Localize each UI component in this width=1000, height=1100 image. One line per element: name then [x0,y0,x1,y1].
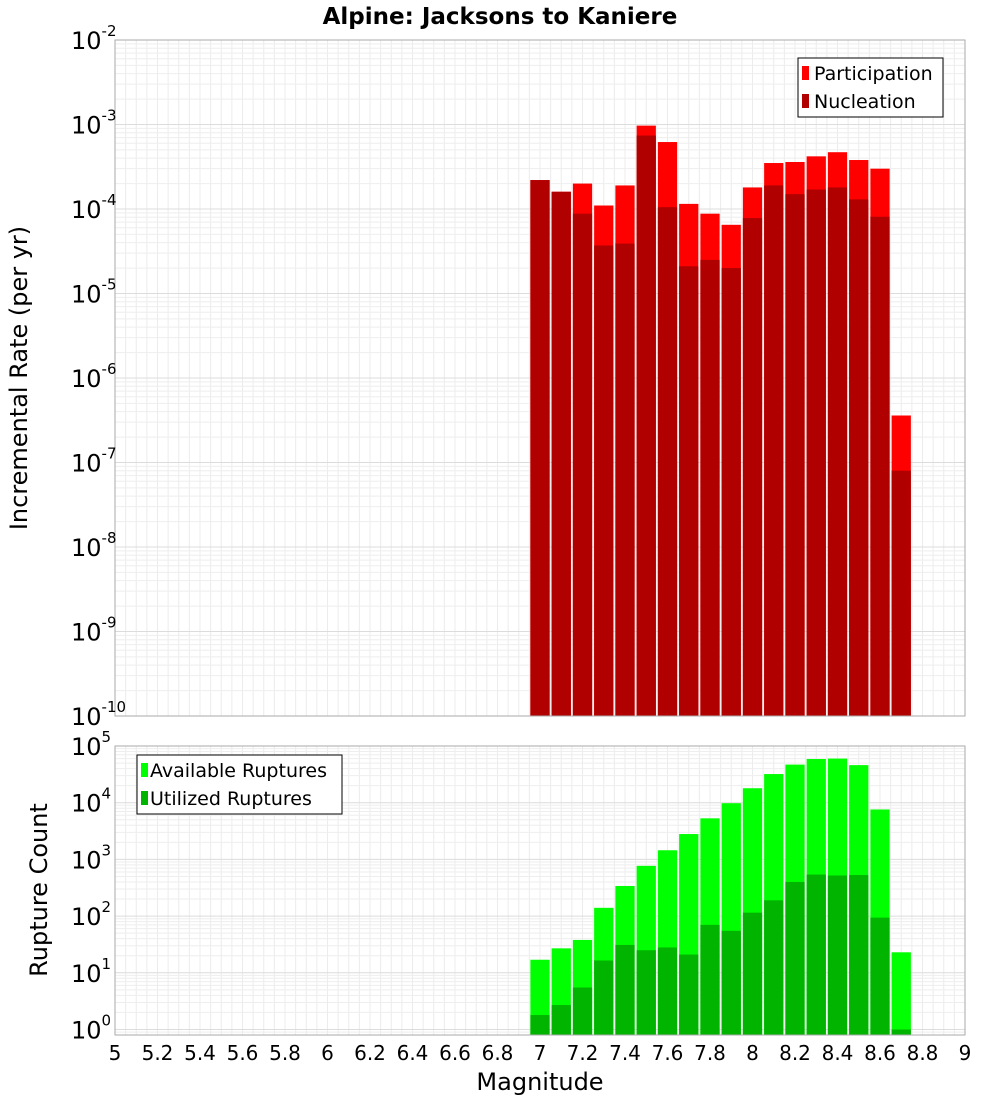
bottom-legend: Available Ruptures Utilized Ruptures [136,754,343,815]
bar-utilized-ruptures-7 [530,1015,550,1035]
legend-label-nucleation: Nucleation [814,91,916,113]
y-tick-label: 10-10 [71,698,126,731]
x-tick-label: 6.8 [482,1041,514,1065]
x-tick-label: 7.6 [652,1041,684,1065]
legend-swatch-utilized-ruptures [141,791,148,805]
bottom-y-axis-label: Rupture Count [25,803,53,977]
x-tick-label: 9 [959,1041,972,1065]
legend-swatch-nucleation [802,94,809,108]
x-tick-label: 8.8 [907,1041,939,1065]
x-tick-label: 6.4 [397,1041,429,1065]
bar-nucleation-7-2 [572,213,593,716]
y-tick-label: 100 [71,1012,111,1045]
bar-nucleation-8 [742,218,763,716]
y-tick-label: 10-3 [71,107,117,140]
x-tick-label: 5.2 [142,1041,174,1065]
top-y-axis-label: Incremental Rate (per yr) [5,226,33,530]
bar-nucleation-7-3 [594,245,614,717]
bar-utilized-ruptures-8-1 [764,900,784,1035]
x-tick-label: 8.2 [779,1041,811,1065]
bar-utilized-ruptures-7-2 [572,987,593,1035]
bar-nucleation-8-3 [806,189,826,716]
bar-nucleation-8-4 [827,187,848,717]
top-plot-frame [114,39,966,717]
y-tick-label: 104 [71,785,111,818]
bar-utilized-ruptures-7-7 [679,954,699,1035]
bar-utilized-ruptures-7-5 [636,950,656,1035]
bar-utilized-ruptures-7-1 [551,1005,571,1035]
bar-utilized-ruptures-7-3 [594,960,614,1035]
legend-label-participation: Participation [814,63,933,85]
y-tick-label: 10-7 [71,445,117,478]
y-tick-label: 102 [71,898,111,931]
bar-utilized-ruptures-8-7 [891,1029,911,1035]
bottom-legend-box [136,754,343,815]
x-tick-label: 7.2 [567,1041,599,1065]
bar-nucleation-7-4 [615,243,635,716]
bar-utilized-ruptures-7-9 [721,930,741,1035]
x-tick-label: 7.8 [694,1041,726,1065]
x-tick-label: 7 [534,1041,547,1065]
bar-utilized-ruptures-8-6 [870,917,890,1035]
top-plot-bars [530,125,911,717]
x-tick-label: 5 [109,1041,122,1065]
y-tick-label: 10-5 [71,276,117,309]
x-axis-label: Magnitude [476,1068,603,1096]
x-tick-label: 6 [321,1041,334,1065]
bottom-plot-bars [530,758,911,1035]
bar-utilized-ruptures-7-6 [657,947,678,1035]
bar-nucleation-8-1 [764,185,784,717]
bar-nucleation-7-9 [721,268,741,716]
x-tick-label: 8.4 [822,1041,854,1065]
y-tick-label: 10-9 [71,614,117,647]
bar-nucleation-7-6 [657,207,678,716]
chart-title: Alpine: Jacksons to Kaniere [323,4,678,30]
y-tick-label: 10-6 [71,360,117,393]
bar-utilized-ruptures-8 [742,912,763,1035]
x-tick-label: 7.4 [609,1041,641,1065]
x-tick-label: 5.8 [269,1041,301,1065]
bar-utilized-ruptures-8-4 [827,875,848,1035]
legend-swatch-participation [802,66,809,80]
x-axis-ticks: 5 5.2 5.4 5.6 5.8 6 6.2 6.4 6.6 6.8 7 7.2 7.4 7.6 7.8 8… [109,1041,972,1065]
y-tick-label: 10-8 [71,529,117,562]
top-plot: 10-10 10-9 10-8 10-7 10-6 10-5 10-4 10-3 10-2 In… [5,22,966,731]
bar-nucleation-7-8 [700,259,720,716]
bar-nucleation-8-7 [891,470,911,716]
bar-utilized-ruptures-8-2 [785,881,805,1035]
x-tick-label: 8 [746,1041,759,1065]
bar-utilized-ruptures-7-4 [615,944,635,1035]
bar-nucleation-7-5 [636,135,656,716]
top-legend: Participation Nucleation [797,57,944,118]
bottom-plot: 100 101 102 103 104 105 5 5.2 5.4 5.6 5.8 6 6.2 6.4 6… [25,728,971,1096]
x-tick-label: 6.6 [439,1041,471,1065]
bottom-plot-frame [114,745,966,1036]
x-tick-label: 8.6 [864,1041,896,1065]
y-tick-label: 10-2 [71,22,117,55]
bar-nucleation-7-7 [679,266,699,716]
x-tick-label: 5.6 [227,1041,259,1065]
x-tick-label: 5.4 [184,1041,216,1065]
bar-nucleation-8-2 [785,194,805,716]
legend-label-utilized-ruptures: Utilized Ruptures [150,788,312,810]
top-legend-box [797,57,944,118]
bar-nucleation-7 [530,180,550,716]
bar-nucleation-7-1 [551,191,571,717]
bar-nucleation-8-5 [849,199,869,717]
bottom-plot-y-ticks: 100 101 102 103 104 105 [71,728,111,1045]
legend-label-available-ruptures: Available Ruptures [150,760,327,782]
bar-utilized-ruptures-8-5 [849,875,869,1035]
x-tick-label: 6.2 [354,1041,386,1065]
legend-swatch-available-ruptures [141,763,148,777]
bar-utilized-ruptures-8-3 [806,874,826,1035]
y-tick-label: 105 [71,728,111,761]
top-plot-y-ticks: 10-10 10-9 10-8 10-7 10-6 10-5 10-4 10-3 10-2 [71,22,126,731]
bar-utilized-ruptures-7-8 [700,924,720,1035]
bar-nucleation-8-6 [870,216,890,716]
y-tick-label: 10-4 [71,191,117,224]
y-tick-label: 103 [71,841,111,874]
y-tick-label: 101 [71,955,111,988]
bar-available-ruptures-8-7 [891,952,911,1035]
